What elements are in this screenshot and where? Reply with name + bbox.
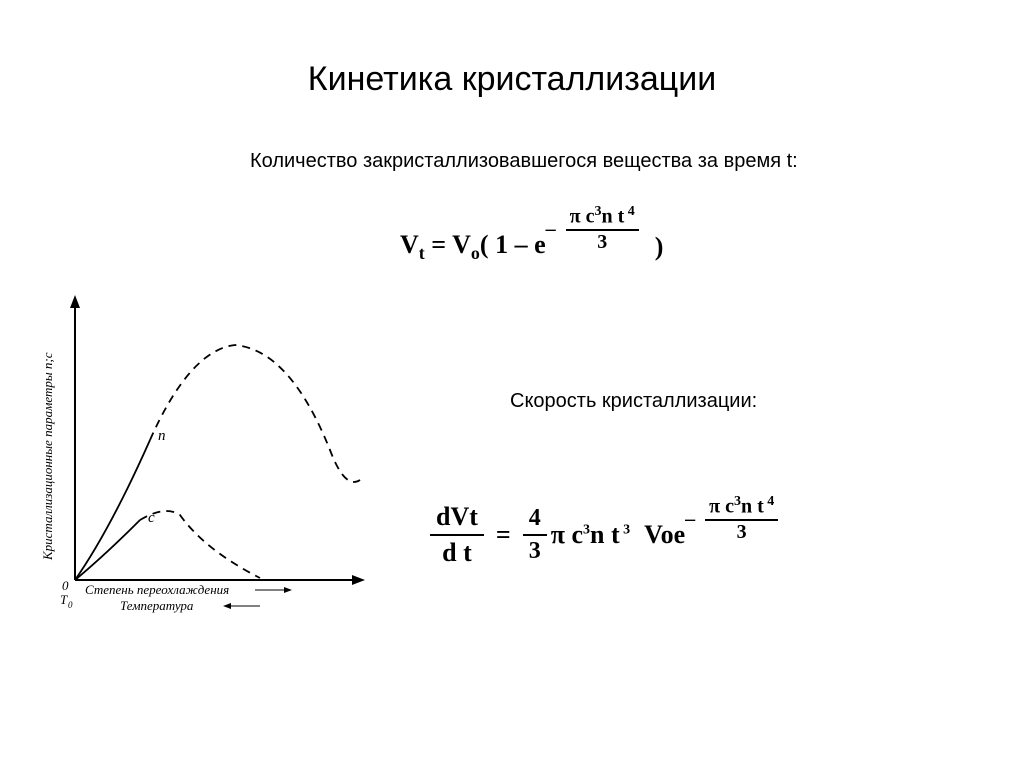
f2-exp-sup4: 4 [764, 494, 775, 509]
f2-exp-pi-c: π c [709, 496, 734, 518]
f2-dnum-dv: dV [436, 502, 469, 531]
f2-exp-n-t: n t [741, 496, 764, 518]
f1-num-pi-c: π c [570, 206, 595, 228]
f2-sup3b: 3 [620, 522, 631, 537]
formula-volume: Vt = Vo( 1 – e – π c3n t 4 3 ) [400, 200, 663, 264]
f2-dden: d t [430, 536, 484, 570]
f2-exp-sup3: 3 [734, 494, 741, 509]
f2-pi-c: π c [551, 520, 583, 549]
f1-n-t: n t [601, 206, 624, 228]
f1-open: ( 1 – e [480, 230, 546, 259]
svg-text:T: T [60, 592, 68, 607]
svg-text:Степень переохлаждения: Степень переохлаждения [85, 582, 229, 597]
svg-text:n: n [158, 428, 166, 444]
kinetics-chart: n c Кристаллизационные параметры n;c 0T0 Сте… [30, 290, 370, 635]
f1-minus: – [546, 218, 556, 241]
f2-exp-den: 3 [705, 521, 778, 544]
f1-v0-sub: o [471, 243, 480, 263]
svg-text:0: 0 [62, 578, 69, 593]
svg-text:Температура: Температура [120, 598, 194, 613]
chart-svg: n c Кристаллизационные параметры n;c 0T0 Сте… [30, 290, 370, 630]
svg-text:c: c [148, 510, 155, 526]
f1-v: V [400, 230, 419, 259]
svg-text:0: 0 [68, 600, 73, 610]
f1-sup4: 4 [624, 204, 635, 219]
f2-43num: 4 [523, 503, 547, 536]
slide-title: Кинетика кристаллизации [0, 60, 1024, 99]
subtext-amount: Количество закристаллизовавшегося вещест… [250, 150, 798, 173]
f2-minus: – [685, 508, 695, 531]
f1-v0: V [452, 230, 471, 259]
f2-sup3a: 3 [583, 522, 590, 537]
f2-eq: = [496, 520, 511, 550]
f2-43den: 3 [523, 536, 547, 567]
f1-eq: = [425, 230, 452, 259]
formula-rate: dVt d t = 4 3 π c3n t 3 Voe – π c3n t 4 … [430, 500, 782, 570]
f2-n-t: n t [590, 520, 620, 549]
subtext-rate: Скорость кристаллизации: [510, 390, 757, 413]
f2-dnum-sub: t [469, 502, 478, 531]
f1-den: 3 [566, 231, 639, 254]
f1-close: ) [655, 232, 664, 262]
f2-v0: V [644, 520, 660, 549]
f2-v0-sub: o [661, 520, 674, 549]
f2-e: e [674, 520, 686, 549]
svg-text:Кристаллизационные параметры n: Кристаллизационные параметры n;c [40, 352, 55, 561]
